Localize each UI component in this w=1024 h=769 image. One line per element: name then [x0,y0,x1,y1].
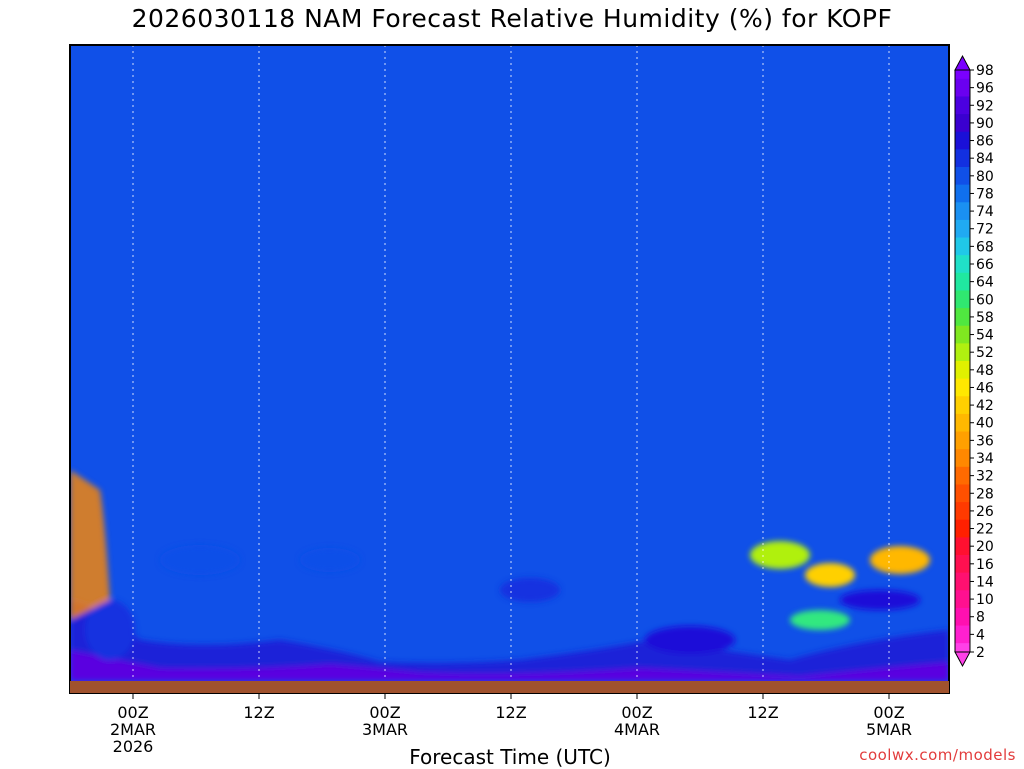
colorbar-swatch [955,255,970,274]
grid-lines [132,45,890,681]
colorbar-swatch [955,625,970,644]
ground [70,681,949,693]
colorbar-swatch [955,643,970,653]
colorbar-label: 74 [976,204,994,220]
x-tick-label: 3MAR [362,720,408,739]
colorbar-swatch [955,378,970,397]
x-tick-label: 2MAR [110,720,156,739]
x-tick-label: 12Z [243,703,274,722]
x-tick-label: 4MAR [614,720,660,739]
colorbar-swatch [955,78,970,97]
colorbar: 9896929086848078747268666460585452484642… [954,54,994,668]
colorbar-label: 20 [976,539,994,555]
colorbar-swatch [955,466,970,485]
colorbar-label: 28 [976,486,994,502]
chart-title: 2026030118 NAM Forecast Relative Humidit… [131,4,893,33]
x-tick-label: 5MAR [866,720,912,739]
x-tick-label: 2026 [113,737,154,756]
colorbar-label: 26 [976,504,994,520]
credit-link[interactable]: coolwx.com/models [859,746,1016,764]
colorbar-label: 40 [976,416,994,432]
colorbar-label: 8 [976,610,985,626]
x-tick-label: 00Z [369,703,400,722]
colorbar-swatch [955,396,970,415]
x-tick-label: 12Z [495,703,526,722]
colorbar-label: 14 [976,574,994,590]
colorbar-label: 80 [976,169,994,185]
colorbar-swatch [955,537,970,556]
colorbar-swatch [955,167,970,186]
colorbar-bottom-arrow [954,651,971,668]
x-tick-label: 00Z [621,703,652,722]
colorbar-swatch [955,237,970,256]
colorbar-swatch [955,149,970,168]
x-axis-label: Forecast Time (UTC) [409,745,611,769]
colorbar-label: 10 [976,592,994,608]
colorbar-label: 96 [976,81,994,97]
colorbar-label: 64 [976,275,994,291]
colorbar-swatch [955,202,970,221]
surface-moist-layer [70,470,949,681]
colorbar-swatch [955,413,970,433]
colorbar-label: 72 [976,222,994,238]
colorbar-swatch [955,607,970,627]
colorbar-label: 58 [976,310,994,326]
colorbar-label: 22 [976,522,994,538]
colorbar-label: 98 [976,63,994,79]
colorbar-swatch [955,290,970,309]
x-tick-label: 00Z [873,703,904,722]
colorbar-label: 92 [976,98,994,114]
colorbar-frame [954,69,971,653]
colorbar-label: 46 [976,380,994,396]
colorbar-label: 2 [976,645,985,661]
colorbar-label: 52 [976,345,994,361]
colorbar-label: 68 [976,239,994,255]
colorbar-label: 90 [976,116,994,132]
colorbar-swatch [955,96,970,115]
x-tick-label: 00Z [117,703,148,722]
colorbar-label: 32 [976,469,994,485]
colorbar-swatch [955,219,970,239]
colorbar-swatch [955,184,970,203]
colorbar-label: 78 [976,186,994,202]
colorbar-swatch [955,572,970,591]
colorbar-swatch [955,325,970,344]
colorbar-label: 48 [976,363,994,379]
colorbar-swatch [955,70,970,80]
colorbar-swatch [955,590,970,609]
colorbar-swatch [955,555,970,574]
colorbar-label: 86 [976,134,994,150]
colorbar-swatch [955,449,970,468]
colorbar-swatch [955,431,970,450]
colorbar-label: 60 [976,292,994,308]
colorbar-label: 66 [976,257,994,273]
colorbar-label: 4 [976,627,985,643]
colorbar-label: 54 [976,328,994,344]
colorbar-label: 34 [976,451,994,467]
colorbar-swatch [955,484,970,503]
colorbar-swatch [955,343,970,362]
colorbar-top-arrow [954,54,971,71]
colorbar-swatch [955,272,970,291]
colorbar-label: 42 [976,398,994,414]
colorbar-swatch [955,361,970,380]
colorbar-swatch [955,519,970,538]
colorbar-swatch [955,131,970,150]
x-tick-label: 12Z [747,703,778,722]
colorbar-label: 36 [976,433,994,449]
humidity-field [70,45,949,681]
colorbar-swatch [955,114,970,133]
colorbar-label: 84 [976,151,994,167]
colorbar-swatch [955,308,970,327]
moist-layer [70,45,949,681]
colorbar-label: 16 [976,557,994,573]
colorbar-swatch [955,502,970,521]
